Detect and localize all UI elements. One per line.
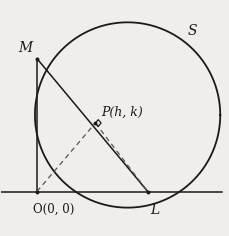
Text: S: S [188, 25, 198, 38]
Text: O(0, 0): O(0, 0) [33, 202, 74, 216]
Text: M: M [19, 41, 33, 55]
Text: P(h, k): P(h, k) [101, 106, 143, 119]
Text: L: L [150, 202, 159, 217]
